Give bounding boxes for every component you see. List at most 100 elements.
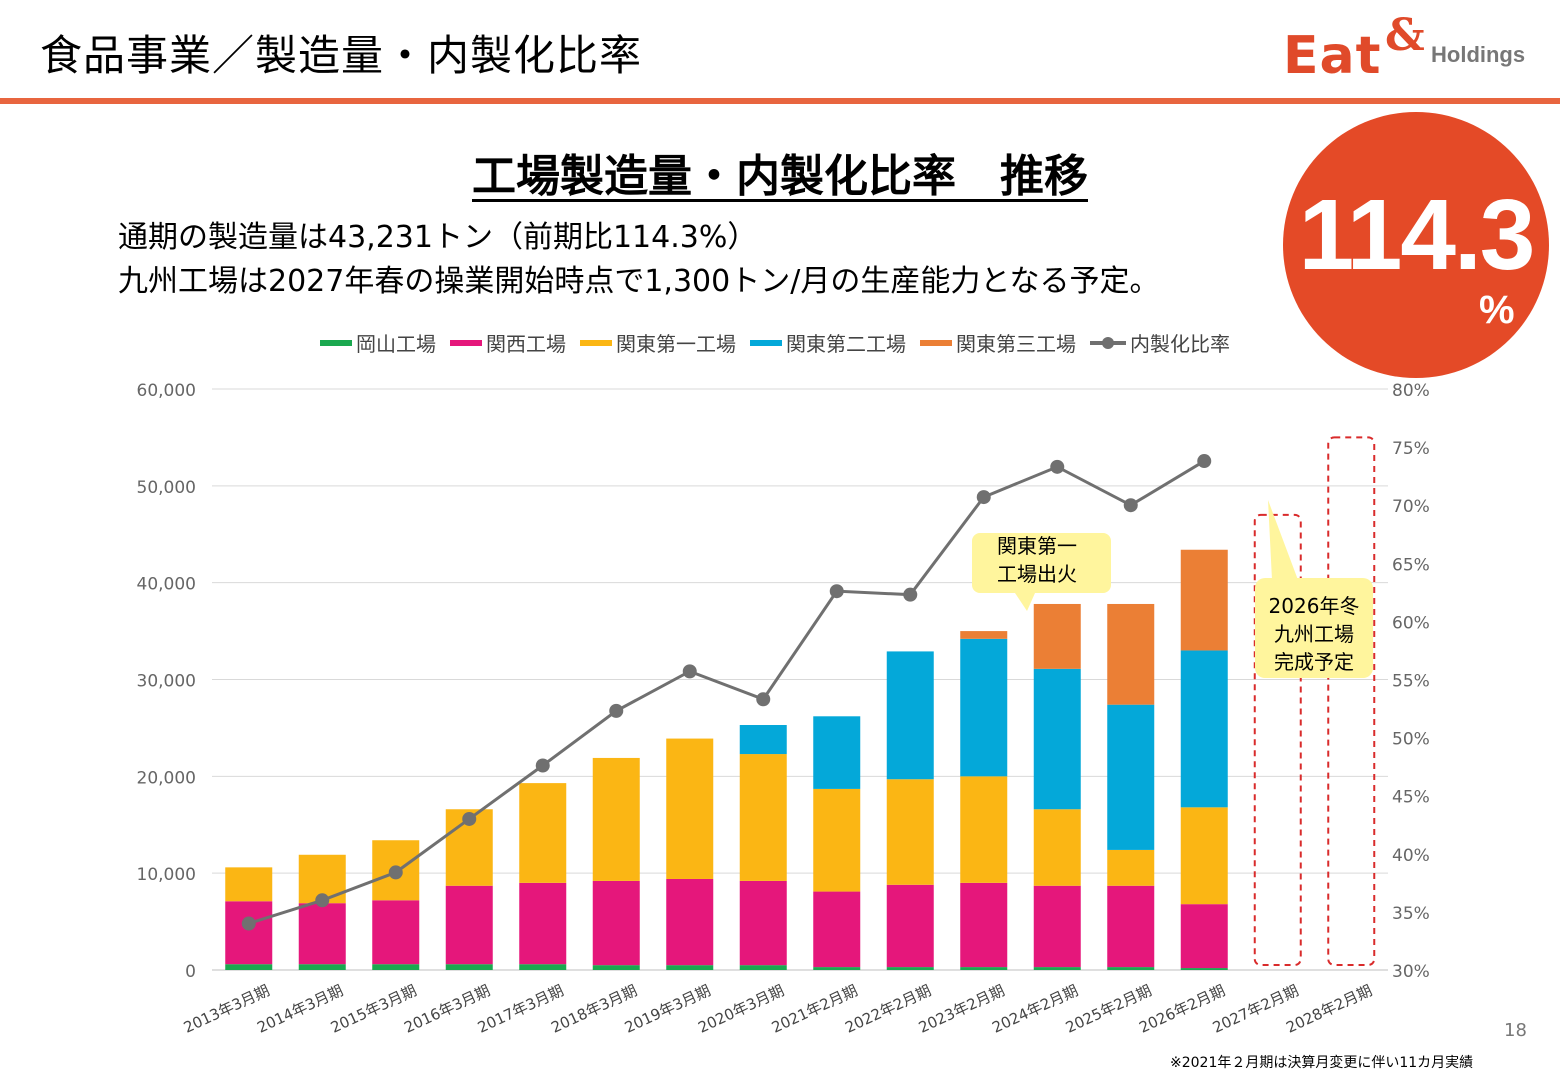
bar-segment <box>1180 549 1228 651</box>
bar-segment <box>813 788 861 892</box>
x-tick-label: 2021年2月期 <box>769 981 861 1036</box>
bar-segment <box>960 967 1008 970</box>
x-tick-label: 2017年3月期 <box>475 981 567 1036</box>
bar-segment <box>519 783 567 883</box>
planned-bar-outline <box>1327 436 1376 966</box>
x-tick-label: 2015年3月期 <box>328 981 420 1036</box>
bar-segment <box>372 840 420 901</box>
y2-tick-label: 30% <box>1392 962 1430 982</box>
bar-segment <box>1107 885 1155 968</box>
callout-kyushu-line1: 2026年冬 <box>1269 594 1360 618</box>
bar-segment <box>298 903 346 965</box>
bar-segment <box>1033 967 1081 970</box>
ratio-line <box>248 459 1206 925</box>
bar-segment <box>813 716 861 789</box>
y2-tick-label: 75% <box>1392 439 1430 459</box>
page-number: 18 <box>1504 1020 1527 1041</box>
legend-item-kanto2: 関東第二工場 <box>750 328 906 357</box>
bar-segment <box>1033 809 1081 886</box>
badge-unit: % <box>1479 288 1515 332</box>
ratio-point <box>976 490 991 505</box>
bar-segment <box>592 757 640 881</box>
y2-tick-label: 35% <box>1392 904 1430 924</box>
legend-item-kanto1: 関東第一工場 <box>580 328 736 357</box>
x-tick-label: 2018年3月期 <box>548 981 640 1036</box>
y-tick-label: 10,000 <box>137 865 196 885</box>
header-divider <box>0 98 1560 104</box>
bar-segment <box>445 964 493 970</box>
bar-segment <box>739 965 787 970</box>
y2-tick-label: 65% <box>1392 555 1430 575</box>
ratio-point <box>241 916 256 931</box>
x-tick-label: 2020年3月期 <box>695 981 787 1036</box>
footnote: ※2021年２月期は決算月変更に伴い11カ月実績 <box>1170 1055 1474 1071</box>
bar-segment <box>298 964 346 970</box>
bar-segment <box>298 854 346 904</box>
ratio-point <box>388 865 403 880</box>
ratio-point <box>1123 498 1138 513</box>
ratio-point <box>682 664 697 679</box>
callout-fire-bubble <box>972 533 1111 611</box>
bar-segment <box>445 809 493 886</box>
logo-ampersand: & <box>1385 10 1425 61</box>
bar-segment <box>666 965 714 970</box>
bar-segment <box>960 776 1008 883</box>
bar-segment <box>1033 668 1081 810</box>
legend-item-ratio: 内製化比率 <box>1090 328 1230 357</box>
bar-segment <box>666 738 714 879</box>
logo-holdings: Holdings <box>1431 42 1526 67</box>
bar-segment <box>1180 807 1228 905</box>
x-tick-label: 2026年2月期 <box>1136 981 1228 1036</box>
bar-segment <box>445 885 493 965</box>
x-tick-label: 2022年2月期 <box>842 981 934 1036</box>
bar-segment <box>739 725 787 755</box>
callout-kyushu-line2: 九州工場 <box>1274 622 1354 646</box>
x-tick-label: 2014年3月期 <box>254 981 346 1036</box>
bar-segment <box>666 878 714 966</box>
bar-segment <box>1107 967 1155 970</box>
x-tick-label: 2019年3月期 <box>622 981 714 1036</box>
bar-segment <box>225 901 273 965</box>
bar-segment <box>739 880 787 966</box>
bar-segment <box>960 882 1008 968</box>
description-line-1: 通期の製造量は43,231トン（前期比114.3%） <box>118 220 758 255</box>
bar-segment <box>592 880 640 966</box>
y2-tick-label: 50% <box>1392 730 1430 750</box>
ratio-point <box>1050 459 1065 474</box>
callout-fire-line1: 関東第一 <box>997 534 1077 558</box>
bar-segment <box>1033 603 1081 669</box>
chart-legend: 岡山工場 関西工場 関東第一工場 関東第二工場 関東第三工場 内製化比率 <box>320 328 1230 357</box>
bar-segment <box>813 967 861 970</box>
ratio-point <box>1197 454 1212 469</box>
legend-item-kanto3: 関東第三工場 <box>920 328 1076 357</box>
planned-bar-outline <box>1253 513 1302 967</box>
section-title: 工場製造量・内製化比率 推移 <box>472 151 1088 202</box>
y-tick-label: 0 <box>185 962 196 982</box>
bar-segment <box>592 965 640 970</box>
bar-segment <box>739 754 787 881</box>
bar-segment <box>1107 849 1155 886</box>
x-tick-label: 2027年2月期 <box>1210 981 1302 1036</box>
ratio-point <box>535 758 550 773</box>
y2-tick-label: 40% <box>1392 846 1430 866</box>
callout-kyushu-line3: 完成予定 <box>1274 650 1354 674</box>
legend-item-kansai: 関西工場 <box>450 328 566 357</box>
bar-segment <box>886 884 934 968</box>
y2-tick-label: 70% <box>1392 497 1430 517</box>
callout-fire-line2: 工場出火 <box>997 562 1077 586</box>
description-line-2: 九州工場は2027年春の操業開始時点で1,300トン/月の生産能力となる予定。 <box>118 264 1160 299</box>
bar-segment <box>886 967 934 970</box>
bar-segment <box>372 900 420 965</box>
x-tick-label: 2024年2月期 <box>989 981 1081 1036</box>
y-tick-label: 60,000 <box>137 381 196 401</box>
bar-segment <box>813 891 861 968</box>
x-tick-label: 2013年3月期 <box>181 981 273 1036</box>
y2-tick-label: 45% <box>1392 788 1430 808</box>
ratio-point <box>462 811 477 826</box>
badge-value: 114.3 <box>1298 179 1536 291</box>
bar-segment <box>519 882 567 965</box>
growth-badge: 114.3 % <box>1283 112 1549 378</box>
y2-tick-label: 80% <box>1392 381 1430 401</box>
legend-item-okayama: 岡山工場 <box>320 328 436 357</box>
bar-segment <box>1180 968 1228 970</box>
